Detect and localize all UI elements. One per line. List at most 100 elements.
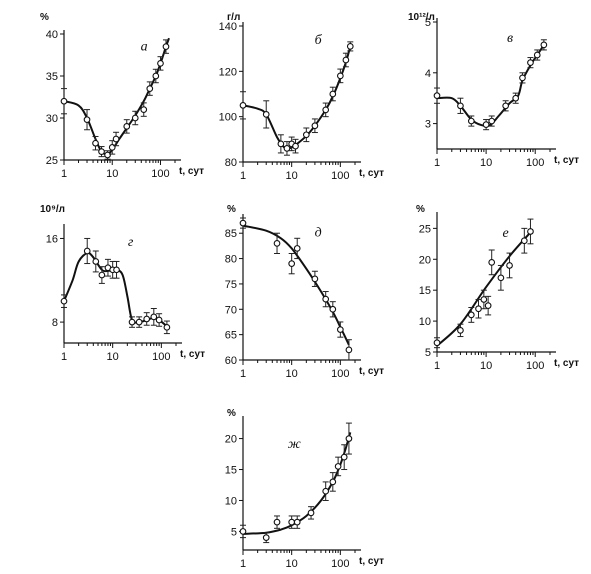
y-axis-label: г/л: [227, 12, 240, 23]
data-point: [135, 318, 143, 326]
data-point: [146, 85, 154, 92]
data-point: [475, 305, 482, 313]
data-point: [467, 117, 475, 125]
data-point: [506, 262, 513, 269]
data-point: [527, 228, 534, 235]
x-tick-label: 10: [106, 168, 118, 180]
data-point: [123, 123, 131, 130]
data-point: [433, 92, 441, 100]
data-point: [512, 94, 520, 102]
data-point: [302, 131, 310, 139]
data-point: [288, 518, 296, 526]
data-point: [488, 117, 496, 125]
y-tick-label: 8: [52, 317, 58, 329]
data-point: [533, 51, 541, 59]
x-axis-label: t, сут: [179, 166, 204, 177]
data-point: [322, 487, 330, 495]
data-point: [329, 90, 337, 98]
data-point: [150, 313, 158, 321]
data-point: [342, 56, 350, 64]
data-point: [288, 260, 296, 267]
data-point: [113, 266, 120, 274]
data-point: [262, 111, 270, 118]
data-point: [346, 43, 354, 50]
chart-panel: 80 100 120 140 1 10 100 t, сут г/л б: [219, 12, 384, 182]
y-tick-label: 10: [419, 316, 431, 328]
data-point: [157, 60, 164, 67]
data-point: [162, 43, 170, 50]
y-axis-label: 10¹²/л: [408, 12, 435, 23]
y-axis-label: %: [416, 204, 425, 215]
fit-curve: [242, 224, 350, 346]
x-axis-label: t, сут: [554, 358, 579, 369]
data-point: [292, 142, 299, 150]
x-axis-label: t, сут: [359, 556, 384, 567]
chart-panel: 8 16 1 10 100 t, сут 10⁹/л г: [40, 204, 205, 363]
panel-letter: д: [315, 226, 322, 241]
x-tick-label: 1: [240, 170, 246, 182]
data-point: [311, 122, 319, 130]
x-tick-label: 100: [331, 368, 349, 380]
x-axis-label: t, сут: [180, 349, 205, 360]
data-point: [322, 295, 330, 303]
data-point: [345, 435, 353, 442]
data-point: [340, 453, 348, 461]
panel-letter: в: [507, 31, 513, 46]
x-tick-label: 1: [61, 351, 67, 363]
y-tick-label: 40: [46, 29, 58, 41]
y-tick-label: 80: [225, 254, 237, 266]
x-tick-label: 1: [61, 168, 67, 180]
panel-letter: б: [315, 33, 323, 48]
data-point: [307, 509, 315, 517]
chart-panel: 5 10 15 20 25 1 10 100 t, сут% е: [416, 204, 579, 372]
data-point: [480, 296, 488, 303]
data-point: [488, 259, 496, 266]
y-tick-label: 100: [219, 112, 237, 124]
x-axis-label: t, сут: [359, 366, 384, 377]
x-tick-label: 100: [151, 168, 169, 180]
data-point: [98, 271, 106, 279]
data-point: [467, 311, 475, 319]
y-axis-label: %: [227, 204, 236, 215]
x-tick-label: 1: [240, 558, 246, 570]
data-point: [293, 245, 301, 252]
x-tick-label: 100: [331, 558, 349, 570]
panel-letter: ж: [288, 437, 301, 452]
data-point: [131, 114, 139, 122]
y-tick-label: 20: [225, 434, 237, 446]
data-point: [311, 275, 319, 283]
y-tick-label: 4: [425, 68, 431, 80]
data-point: [140, 106, 148, 113]
y-tick-label: 10: [225, 495, 237, 507]
y-tick-label: 60: [225, 355, 237, 367]
x-tick-label: 100: [152, 351, 170, 363]
data-point: [502, 102, 510, 110]
data-point: [519, 74, 526, 82]
x-tick-label: 100: [526, 157, 544, 169]
data-point: [92, 139, 99, 147]
y-tick-label: 80: [225, 157, 237, 169]
panel-letter: а: [141, 39, 148, 54]
data-point: [457, 327, 464, 334]
y-tick-label: 15: [419, 285, 431, 297]
data-point: [283, 145, 291, 152]
data-point: [262, 534, 270, 541]
fit-curve: [63, 251, 168, 328]
data-point: [540, 41, 548, 49]
data-point: [239, 528, 247, 535]
data-point: [273, 240, 281, 247]
y-tick-label: 70: [225, 304, 237, 316]
x-tick-label: 10: [286, 558, 298, 570]
y-tick-label: 5: [425, 17, 431, 29]
data-point: [484, 302, 492, 309]
data-point: [83, 247, 91, 255]
data-point: [336, 72, 344, 80]
y-tick-label: 35: [46, 71, 58, 83]
x-tick-label: 100: [526, 360, 544, 372]
chart-panel: 25 30 35 40 1 10 100 t, сут% а: [40, 12, 204, 180]
data-point: [143, 315, 151, 323]
data-point: [60, 297, 68, 305]
x-tick-label: 1: [434, 360, 440, 372]
x-tick-label: 10: [107, 351, 119, 363]
data-point: [60, 97, 68, 105]
